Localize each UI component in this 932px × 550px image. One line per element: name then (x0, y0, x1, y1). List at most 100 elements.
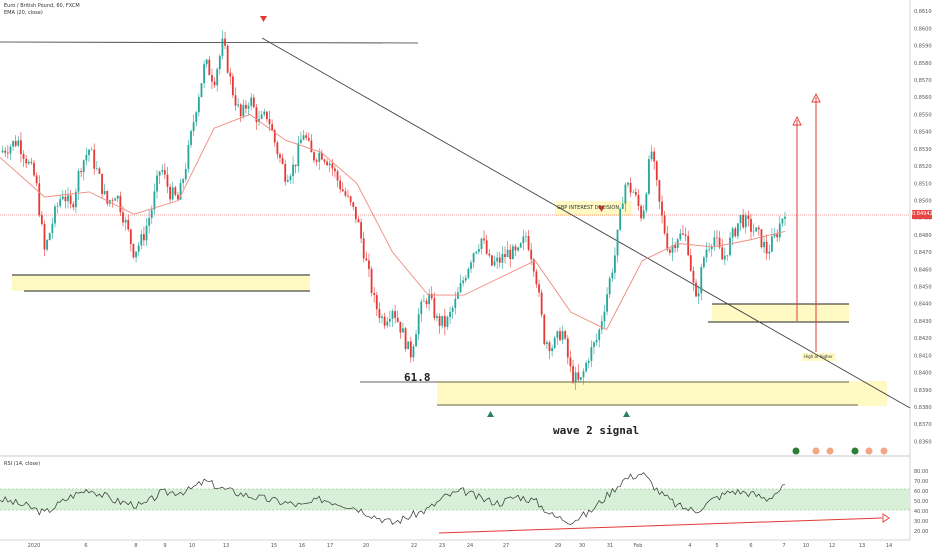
fib-618-label: 61.8 (404, 371, 431, 384)
candle-body (17, 140, 20, 146)
candle-body (224, 38, 226, 46)
candle-body (362, 238, 365, 259)
decision-zone (555, 201, 632, 216)
candle-body (619, 208, 622, 230)
fib-zone (437, 381, 887, 406)
candle-body (634, 191, 637, 195)
candle-body (763, 241, 765, 248)
candle-body (263, 111, 266, 115)
candle-body (464, 277, 467, 281)
candle-body (545, 342, 548, 345)
candle-body (540, 292, 543, 315)
candle-body (90, 149, 93, 151)
rsi-tick-label: 20.00 (914, 529, 928, 535)
candle-body (22, 154, 25, 159)
candle-body (302, 135, 305, 140)
event-icon-1[interactable] (792, 447, 800, 455)
candle-body (48, 233, 51, 241)
candle-body (25, 158, 28, 164)
candle-body (386, 321, 389, 326)
candle-body (742, 214, 745, 228)
wave2-up-arrow-icon (623, 411, 630, 417)
time-tick-label: 31 (607, 543, 613, 549)
candle-body (697, 293, 700, 297)
candle-body (425, 300, 428, 305)
candle-body (739, 214, 742, 224)
candle-body (752, 231, 755, 233)
event-icon-6[interactable] (880, 447, 888, 455)
candle-body (624, 184, 627, 204)
candle-body (255, 107, 258, 123)
price-panel[interactable] (0, 0, 910, 455)
rsi-line (0, 472, 786, 525)
candle-body (378, 309, 381, 319)
candle-body (600, 321, 603, 330)
time-tick-label: 30 (579, 543, 585, 549)
candle-body (611, 272, 614, 279)
candle-body (103, 190, 106, 195)
time-tick-label: 4 (688, 543, 691, 549)
candle-body (14, 141, 17, 146)
wave-2-signal-label: wave 2 signal (553, 424, 640, 437)
event-icon-4[interactable] (851, 447, 859, 455)
candle-body (713, 237, 716, 247)
candle-body (221, 38, 224, 56)
candle-body (729, 237, 731, 256)
candle-body (250, 97, 253, 106)
candle-body (491, 255, 493, 266)
candle-body (174, 187, 177, 195)
candle-body (12, 141, 14, 147)
candle-body (757, 227, 760, 230)
candle-body (443, 315, 446, 327)
candle-body (354, 206, 357, 220)
time-tick-label: 5 (715, 543, 718, 549)
candle-body (485, 240, 488, 254)
candle-body (428, 293, 431, 305)
rsi-band (0, 489, 910, 510)
candle-body (111, 200, 114, 201)
low-up-arrow-icon (487, 411, 494, 417)
event-icon-5[interactable] (865, 447, 873, 455)
rsi-divergence-arrow-icon (882, 513, 890, 523)
time-tick-label: 17 (327, 543, 333, 549)
candle-body (493, 261, 496, 266)
candle-body (258, 118, 260, 123)
candle-body (412, 346, 415, 358)
target-box-label: High or higher (804, 354, 833, 359)
time-tick-label: 13 (223, 543, 229, 549)
rsi-tick-label: 50.00 (914, 499, 928, 505)
candle-body (182, 179, 185, 184)
candle-body (778, 223, 781, 238)
rsi-tick-label: 80.00 (914, 469, 928, 475)
candle-body (85, 155, 88, 161)
candle-body (771, 236, 773, 252)
candle-body (200, 83, 203, 98)
candle-body (279, 154, 281, 158)
candle-body (564, 331, 567, 339)
candle-body (352, 202, 355, 207)
time-axis[interactable]: 2020 6 8 9 10 13 15 16 17 20 22 23 24 27 29 30 31 Feb 4 5 6 7… (28, 543, 893, 549)
candle-body (710, 246, 713, 250)
candle-body (171, 187, 174, 200)
candle-body (30, 161, 33, 163)
candle-body (750, 219, 752, 232)
rsi-axis[interactable]: 80.00 70.00 60.00 50.00 40.00 30.00 20.00 (914, 469, 928, 535)
candle-body (438, 315, 441, 326)
event-icon-3[interactable] (826, 447, 834, 455)
event-icon-2[interactable] (812, 447, 820, 455)
candle-body (645, 193, 648, 211)
candle-body (504, 254, 506, 258)
candle-body (595, 340, 598, 343)
candle-body (449, 311, 451, 318)
candle-body (268, 119, 271, 125)
target-arrow-1-icon (792, 115, 802, 126)
candle-body (668, 249, 671, 253)
